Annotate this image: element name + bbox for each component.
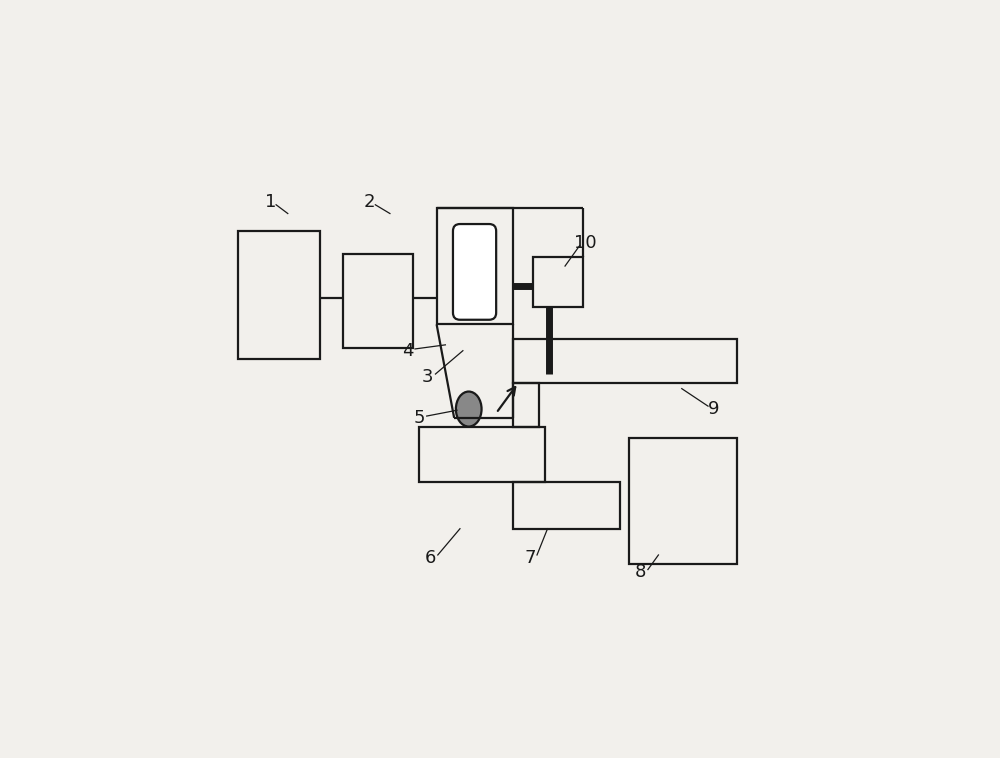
Text: 9: 9 — [708, 400, 720, 418]
Text: 4: 4 — [402, 342, 413, 360]
Bar — [512, 482, 620, 529]
FancyBboxPatch shape — [453, 224, 496, 320]
Bar — [238, 231, 320, 359]
Bar — [343, 255, 413, 348]
Bar — [437, 208, 512, 324]
Text: 6: 6 — [425, 549, 436, 567]
Bar — [512, 339, 737, 383]
Text: 1: 1 — [265, 193, 276, 211]
Text: 7: 7 — [524, 549, 536, 567]
Text: 3: 3 — [422, 368, 434, 386]
Text: 5: 5 — [413, 409, 425, 427]
Bar — [533, 257, 583, 307]
Text: 2: 2 — [364, 193, 375, 211]
Bar — [629, 438, 737, 564]
Bar — [512, 383, 539, 427]
Bar — [419, 427, 545, 482]
Text: 8: 8 — [635, 563, 647, 581]
Text: 10: 10 — [574, 233, 597, 252]
Ellipse shape — [456, 392, 482, 427]
